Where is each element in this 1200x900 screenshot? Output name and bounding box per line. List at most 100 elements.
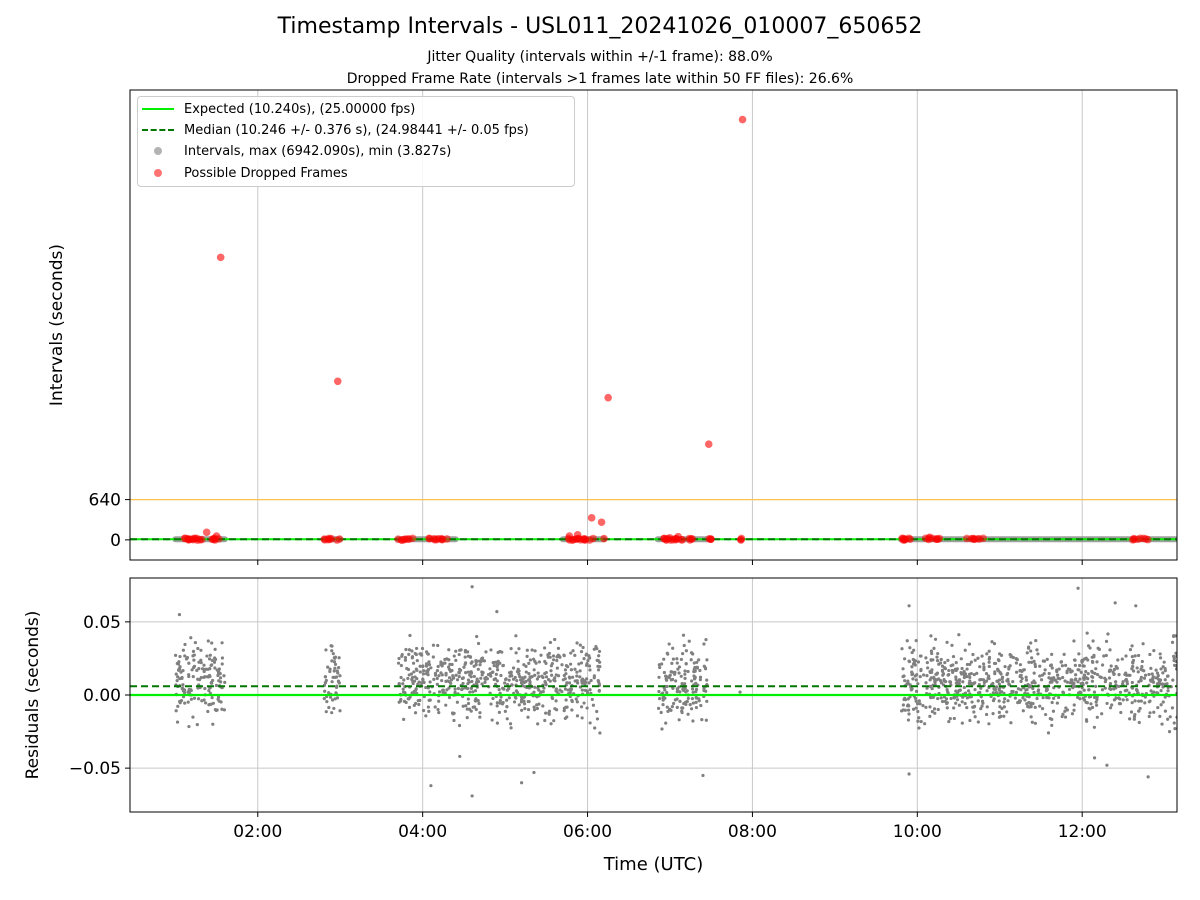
residual-point <box>1095 695 1099 699</box>
residual-point <box>543 718 547 723</box>
residual-point <box>688 703 692 707</box>
residual-point <box>527 672 531 676</box>
residual-point <box>943 660 947 665</box>
residual-point <box>437 711 441 715</box>
residual-point <box>998 705 1002 709</box>
residual-point <box>1071 683 1075 687</box>
residual-point <box>1104 653 1108 658</box>
residual-point <box>1148 678 1153 682</box>
residual-point <box>985 705 989 709</box>
residual-point <box>1107 676 1112 680</box>
residual-point <box>465 707 469 711</box>
residual-point <box>1025 688 1029 692</box>
residual-point <box>565 681 569 685</box>
residual-point <box>592 647 596 651</box>
x-tick-label: 10:00 <box>893 822 942 842</box>
residual-point <box>210 696 214 700</box>
residual-point <box>1045 695 1049 699</box>
residual-point <box>433 673 438 677</box>
residual-point <box>422 669 426 673</box>
legend-label-dropped: Possible Dropped Frames <box>184 165 348 181</box>
residual-point <box>575 641 579 645</box>
dropped-frame-point <box>666 534 674 542</box>
residual-point <box>1121 698 1125 702</box>
residual-point <box>193 640 197 645</box>
residual-point <box>669 708 673 712</box>
residual-point <box>1084 656 1088 660</box>
residual-point <box>968 718 972 723</box>
residual-point <box>1104 639 1109 643</box>
intervals-marker-swatch <box>138 141 184 161</box>
residual-point <box>997 710 1001 714</box>
residual-outlier-point <box>458 754 462 759</box>
residual-point <box>437 674 441 678</box>
residual-point <box>906 718 911 722</box>
residual-point <box>1150 672 1154 676</box>
residual-point <box>514 651 518 655</box>
residual-point <box>665 651 669 655</box>
residual-point <box>1142 669 1146 673</box>
residual-point <box>976 691 981 695</box>
residual-point <box>495 663 499 668</box>
residual-point <box>216 673 220 678</box>
residual-point <box>476 680 481 684</box>
residual-point <box>461 681 465 686</box>
residual-point <box>1033 705 1037 709</box>
residual-point <box>676 667 680 671</box>
residual-point <box>421 708 426 713</box>
residual-point <box>478 711 482 715</box>
residual-point <box>936 707 940 712</box>
residual-point <box>984 712 989 717</box>
residual-point <box>403 658 408 662</box>
residual-point <box>462 665 466 669</box>
residual-point <box>518 675 522 679</box>
residual-point <box>410 655 415 659</box>
residual-point <box>1009 721 1013 725</box>
residual-point <box>1106 632 1110 636</box>
residual-point <box>401 687 405 691</box>
residual-point <box>522 699 526 703</box>
residual-point <box>1172 658 1176 663</box>
residual-point <box>978 665 982 669</box>
dropped-frame-point <box>430 534 438 543</box>
residual-point <box>535 706 539 711</box>
residual-point <box>681 706 685 710</box>
residual-point <box>551 658 556 662</box>
residual-point <box>210 658 214 663</box>
residual-point <box>1130 680 1134 685</box>
residual-point <box>480 682 484 686</box>
residual-point <box>1159 703 1163 707</box>
residual-point <box>980 654 984 658</box>
residual-point <box>424 685 428 690</box>
residual-point <box>687 639 691 643</box>
residual-point <box>1075 695 1080 700</box>
residual-point <box>333 697 337 701</box>
residual-point <box>972 681 976 685</box>
residual-point <box>489 674 493 678</box>
residual-point <box>1011 655 1015 660</box>
residual-point <box>911 707 916 711</box>
residual-point <box>476 641 481 646</box>
residual-point <box>928 705 932 709</box>
residual-point <box>558 688 562 692</box>
residual-point <box>1108 706 1113 710</box>
residual-point <box>507 687 511 691</box>
residual-point <box>1079 670 1083 674</box>
residual-point <box>1061 712 1065 716</box>
residual-point <box>459 648 463 652</box>
residual-point <box>925 674 929 678</box>
residual-point <box>567 681 572 685</box>
residual-point <box>987 674 991 678</box>
residual-outlier-point <box>907 772 911 776</box>
residual-point <box>443 661 447 665</box>
residual-point <box>1064 663 1068 667</box>
residual-point <box>571 649 575 653</box>
dropped-frame-point <box>738 115 747 124</box>
dropped-frame-point <box>437 535 446 544</box>
residual-point <box>663 688 667 692</box>
residual-point <box>1078 697 1082 701</box>
residual-point <box>411 661 416 665</box>
residual-point <box>593 726 597 730</box>
residual-point <box>456 686 460 691</box>
residual-point <box>195 668 199 673</box>
